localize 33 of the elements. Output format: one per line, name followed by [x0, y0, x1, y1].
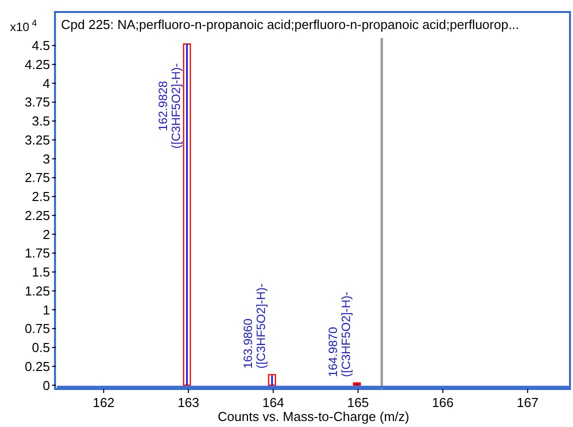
x-tick-label: 167	[516, 395, 538, 410]
annotation: 164.9870 ([C3HF5O2]-H)-	[326, 292, 353, 377]
y-tick-label: 0.25	[24, 358, 50, 374]
x-tick-label: 162	[92, 395, 114, 410]
y-tick-label: 0.5	[32, 340, 50, 356]
y-tick-label: 3.5	[32, 114, 50, 129]
y-tick-label: 4.25	[24, 56, 50, 72]
x-tick-label: 163	[178, 395, 200, 410]
y-tick-label: 1.75	[24, 246, 50, 261]
bar	[268, 374, 276, 386]
y-tick-label: 0	[42, 378, 50, 393]
x-axis-title: Counts vs. Mass-to-Charge (m/z)	[218, 409, 410, 424]
y-tick-label: 2.25	[24, 208, 50, 223]
y-tick-label: 4.5	[32, 38, 50, 54]
y-tick-label: 3.75	[24, 94, 50, 110]
bar	[182, 43, 191, 386]
x-tick-label: 164	[262, 395, 284, 410]
y-tick-label: 2.75	[24, 170, 50, 186]
x-tick-label: 165	[347, 395, 369, 410]
y-tick-label: 1.5	[32, 264, 50, 280]
x-tick-label: 166	[432, 395, 454, 410]
y-tick-label: 0.75	[24, 321, 50, 336]
annotation: 163.9860 ([C3HF5O2]-H)-	[241, 283, 268, 369]
chart-title: Cpd 225: NA;perfluoro-n-propanoic acid;perfluoro-n-propanoic acid;perfluorop...	[61, 17, 520, 32]
y-tick-label: 4	[42, 76, 50, 91]
y-tick-label: 2	[42, 226, 50, 242]
y-axis-title: x10$^{4}$	[10, 18, 37, 34]
y-tick-label: 1.25	[24, 283, 50, 298]
y-tick-label: 1	[42, 302, 50, 318]
y-tick-label: 3	[42, 151, 50, 166]
y-tick-label: 3.25	[24, 132, 50, 148]
annotation: 162.9828 ([C3HF5O2]-H)-	[156, 63, 183, 149]
y-tick-label: 2.5	[32, 189, 50, 204]
